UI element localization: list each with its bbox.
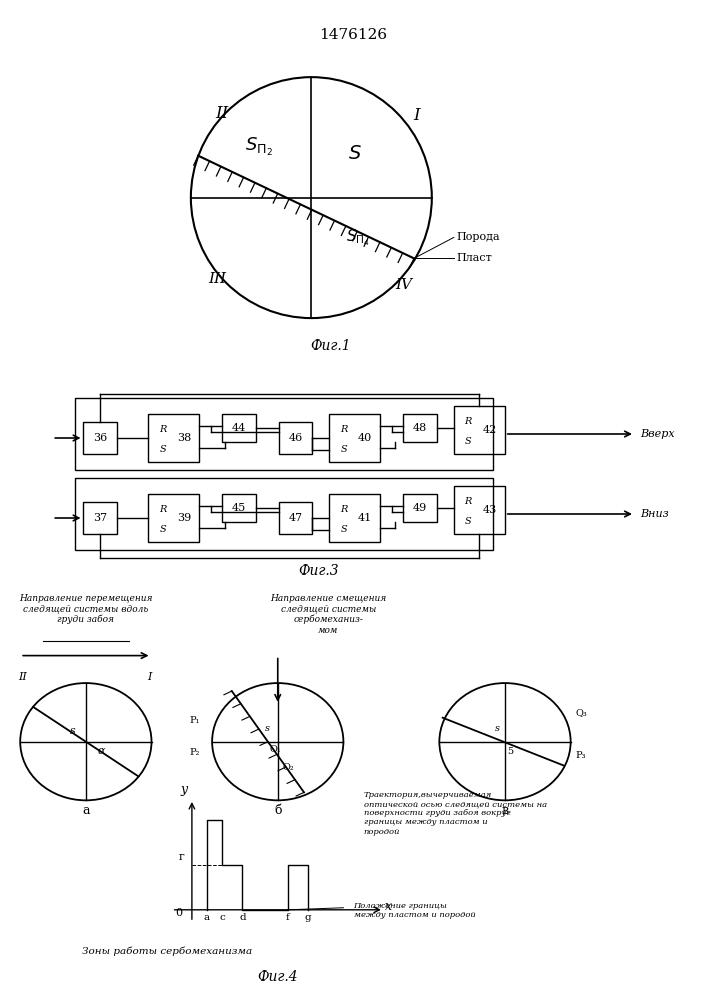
Text: III: III — [208, 272, 226, 286]
Text: R: R — [159, 425, 166, 434]
Bar — [329, 414, 380, 462]
Text: Порода: Порода — [456, 232, 500, 242]
Bar — [222, 494, 256, 522]
Text: x: x — [385, 900, 392, 913]
Text: г: г — [179, 852, 185, 862]
Text: б: б — [274, 804, 281, 817]
Text: R: R — [340, 505, 347, 514]
Text: 42: 42 — [482, 425, 496, 435]
Text: Q₃: Q₃ — [575, 708, 588, 717]
Text: 37: 37 — [93, 513, 107, 523]
Bar — [279, 502, 312, 534]
Text: O₁: O₁ — [269, 745, 281, 754]
Text: 36: 36 — [93, 433, 107, 443]
Text: 47: 47 — [288, 513, 303, 523]
Text: 45: 45 — [232, 503, 246, 513]
Bar — [148, 494, 199, 542]
Text: IV: IV — [395, 278, 412, 292]
Text: Фиг.1: Фиг.1 — [310, 339, 351, 353]
Text: 44: 44 — [232, 423, 246, 433]
Bar — [148, 414, 199, 462]
Bar — [454, 406, 505, 454]
Text: f: f — [286, 913, 290, 922]
Text: R: R — [159, 505, 166, 514]
Text: R: R — [464, 417, 472, 426]
Text: Положение границы
между пластом и породой: Положение границы между пластом и породо… — [354, 902, 475, 919]
Text: S: S — [159, 526, 166, 534]
Text: Направление смещения
следящей системы
сербомеханиз-
мом: Направление смещения следящей системы се… — [270, 594, 386, 635]
Text: $S_{\Pi_2}$: $S_{\Pi_2}$ — [245, 136, 273, 158]
Text: 43: 43 — [482, 505, 496, 515]
Text: Фиг.4: Фиг.4 — [257, 970, 298, 984]
Text: S: S — [159, 446, 166, 454]
Bar — [403, 414, 437, 442]
Bar — [83, 422, 117, 454]
Text: $S$: $S$ — [349, 145, 362, 163]
Text: Вниз: Вниз — [641, 509, 670, 519]
Text: R: R — [340, 425, 347, 434]
Text: 46: 46 — [288, 433, 303, 443]
Text: a: a — [204, 913, 210, 922]
Text: 48: 48 — [413, 423, 427, 433]
Text: y: y — [181, 783, 188, 796]
Text: P₁: P₁ — [189, 716, 199, 725]
Text: s: s — [495, 724, 500, 733]
Bar — [403, 494, 437, 522]
Text: в: в — [501, 804, 508, 817]
Text: P₃: P₃ — [575, 751, 586, 760]
Text: s: s — [71, 726, 76, 736]
Text: c: c — [219, 913, 225, 922]
Bar — [75, 398, 493, 470]
Text: S: S — [464, 518, 472, 526]
Text: α: α — [98, 746, 105, 756]
Text: g: g — [305, 913, 311, 922]
Text: O₂: O₂ — [282, 763, 293, 772]
Text: R: R — [464, 497, 472, 506]
Bar — [222, 414, 256, 442]
Text: а: а — [82, 804, 90, 817]
Text: S: S — [340, 526, 347, 534]
Text: 1476126: 1476126 — [320, 28, 387, 42]
Text: 49: 49 — [413, 503, 427, 513]
Text: 0: 0 — [176, 908, 183, 918]
Text: Траектория,вычерчиваемая
оптической осью следящей системы на
поверхности груди з: Траектория,вычерчиваемая оптической осью… — [363, 791, 547, 836]
Text: II: II — [216, 105, 229, 122]
Text: I: I — [147, 672, 151, 682]
Text: P₂: P₂ — [189, 748, 199, 757]
Text: 39: 39 — [177, 513, 191, 523]
Bar — [75, 478, 493, 550]
Text: Фиг.3: Фиг.3 — [298, 564, 339, 578]
Text: S: S — [464, 438, 472, 446]
Text: 40: 40 — [358, 433, 372, 443]
Text: 38: 38 — [177, 433, 191, 443]
Bar — [83, 502, 117, 534]
Text: $S_{\Pi_4}$: $S_{\Pi_4}$ — [346, 227, 370, 248]
Bar — [454, 486, 505, 534]
Text: Вверх: Вверх — [641, 429, 675, 439]
Bar — [329, 494, 380, 542]
Text: s: s — [265, 724, 270, 733]
Text: Пласт: Пласт — [456, 253, 491, 263]
Text: I: I — [413, 107, 419, 124]
Text: II: II — [18, 672, 27, 682]
Text: 41: 41 — [358, 513, 372, 523]
Text: 5: 5 — [507, 747, 513, 756]
Bar — [279, 422, 312, 454]
Text: S: S — [340, 446, 347, 454]
Text: d: d — [239, 913, 246, 922]
Text: Зоны работы сербомеханизма: Зоны работы сербомеханизма — [81, 947, 252, 956]
Text: Направление перемещения
следящей системы вдоль
груди забоя: Направление перемещения следящей системы… — [19, 594, 153, 624]
